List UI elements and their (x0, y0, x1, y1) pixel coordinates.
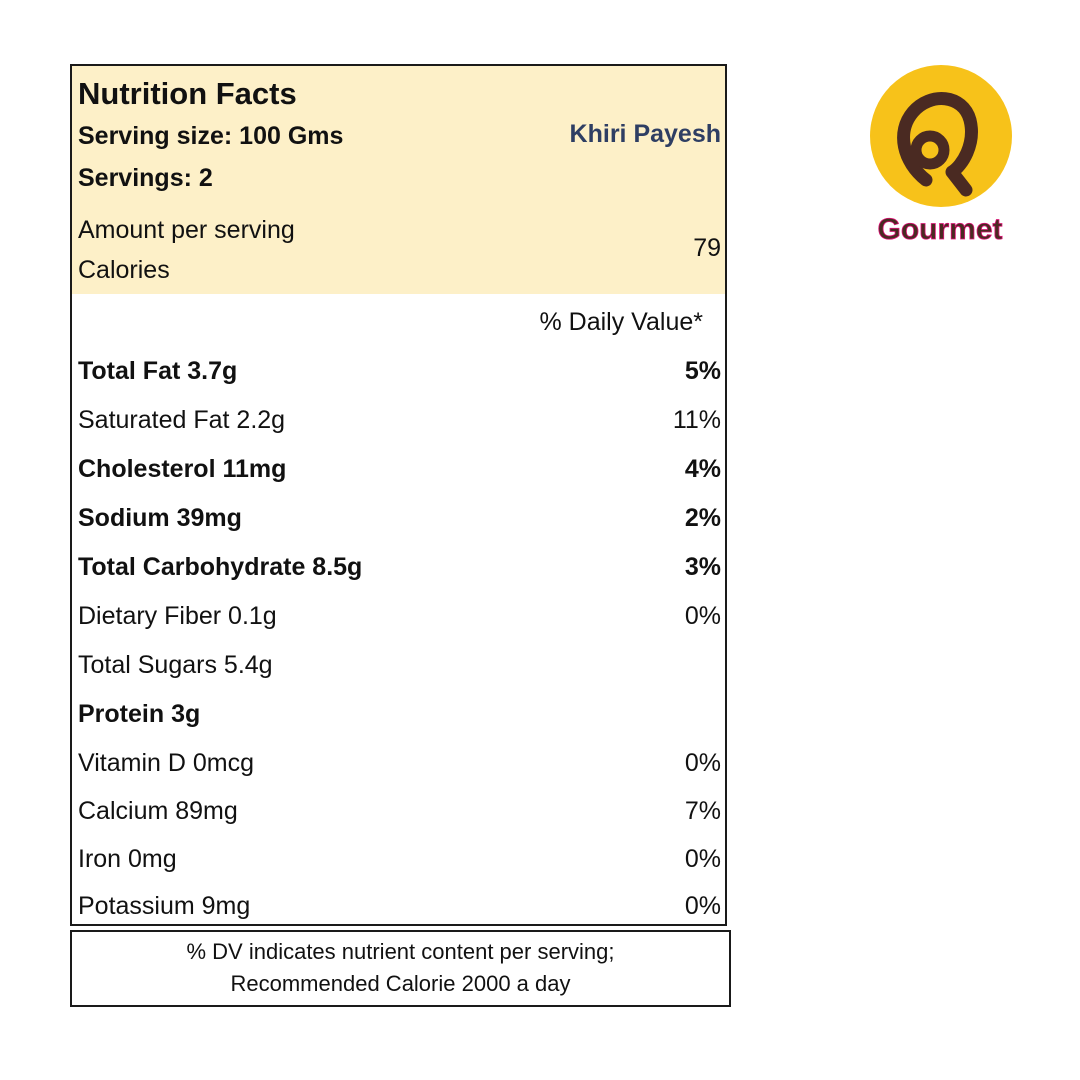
nutrient-name: Calcium 89mg (78, 797, 238, 825)
nutrient-row: Total Fat 3.7g 5% (72, 351, 725, 391)
nutrient-name: Vitamin D 0mcg (78, 749, 254, 777)
gourmet-logo: Gourmet (858, 62, 1020, 252)
nutrient-daily-value: 5% (684, 357, 721, 385)
nutrient-row: Potassium 9mg 0% (72, 886, 725, 926)
label-title: Nutrition Facts (78, 76, 297, 111)
nutrient-daily-value: 0% (684, 749, 721, 777)
nutrient-name: Total Fat 3.7g (78, 357, 238, 385)
nutrient-row: Vitamin D 0mcg 0% (72, 743, 725, 783)
nutrient-daily-value: 0% (684, 892, 721, 920)
nutrient-daily-value: 4% (684, 455, 721, 483)
logo-mark-loop (910, 130, 950, 170)
nutrient-row: Total Carbohydrate 8.5g 3% (72, 547, 725, 587)
nutrient-name: Total Sugars 5.4g (78, 651, 273, 679)
footnote-line-1: % DV indicates nutrient content per serv… (186, 939, 615, 964)
nutrient-row: Dietary Fiber 0.1g 0% (72, 596, 725, 636)
nutrient-daily-value: 11% (672, 406, 721, 434)
nutrient-name: Sodium 39mg (78, 504, 242, 532)
nutrient-row: Cholesterol 11mg 4% (72, 449, 725, 489)
nutrient-name: Total Carbohydrate 8.5g (78, 553, 363, 581)
nutrient-row: Protein 3g (72, 694, 725, 734)
nutrient-name: Cholesterol 11mg (78, 455, 287, 483)
nutrient-name: Dietary Fiber 0.1g (78, 602, 277, 630)
nutrient-name: Protein 3g (78, 700, 201, 728)
nutrient-row: Saturated Fat 2.2g 11% (72, 400, 725, 440)
gourmet-logo-icon: Gourmet (870, 65, 1012, 246)
nutrient-daily-value: 2% (684, 504, 721, 532)
nutrient-row: Calcium 89mg 7% (72, 791, 725, 831)
servings-count: Servings: 2 (78, 164, 213, 192)
nutrient-name: Iron 0mg (78, 845, 177, 873)
nutrient-daily-value: 7% (684, 797, 721, 825)
nutrient-name: Potassium 9mg (78, 892, 251, 920)
nutrition-facts-label: Nutrition Facts Serving size: 100 Gms Kh… (70, 64, 727, 926)
logo-mark (897, 92, 978, 197)
nutrient-row: Sodium 39mg 2% (72, 498, 725, 538)
label-header: Nutrition Facts Serving size: 100 Gms Kh… (72, 66, 725, 294)
nutrient-daily-value: 0% (684, 602, 721, 630)
nutrient-row: Total Sugars 5.4g (72, 645, 725, 685)
nutrient-daily-value: 0% (684, 845, 721, 873)
calories-value: 79 (693, 234, 721, 262)
nutrient-row: Iron 0mg 0% (72, 839, 725, 879)
nutrient-daily-value: 3% (684, 553, 721, 581)
daily-value-footnote: % DV indicates nutrient content per serv… (70, 930, 731, 1007)
calories-label: Calories (78, 256, 170, 284)
nutrient-name: Saturated Fat 2.2g (78, 406, 286, 434)
product-name: Khiri Payesh (569, 120, 721, 148)
logo-text: Gourmet (877, 213, 1002, 246)
daily-value-header: % Daily Value* (539, 308, 703, 336)
serving-size: Serving size: 100 Gms (78, 122, 344, 150)
amount-per-serving: Amount per serving (78, 216, 295, 244)
footnote-line-2: Recommended Calorie 2000 a day (230, 971, 571, 996)
